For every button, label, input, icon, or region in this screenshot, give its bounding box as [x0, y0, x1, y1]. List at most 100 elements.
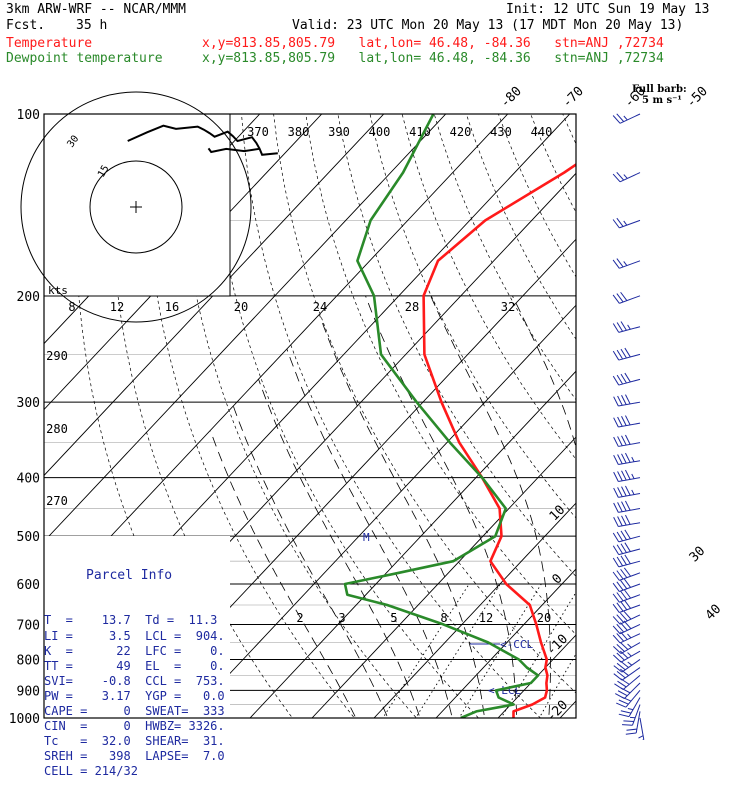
dry-adiabat-line [627, 114, 740, 731]
pressure-tick-label: 600 [17, 578, 40, 593]
hodograph-speed-label: 16 [165, 300, 179, 314]
wind-barb [613, 292, 640, 303]
mixing-ratio-label: 2 [296, 611, 303, 625]
moist-adiabat-line [610, 296, 644, 731]
parcel-info-row: SREH = 398 LAPSE= 7.0 [44, 749, 230, 764]
hodograph-speed-label: 28 [405, 300, 419, 314]
parcel-info-row: K = 22 LFC = 0. [44, 644, 230, 659]
moist-adiabat-line [211, 431, 362, 731]
theta-label: 440 [531, 125, 553, 139]
isotherm-line [250, 114, 740, 718]
pressure-tick-label: 900 [17, 684, 40, 699]
theta-label: 380 [288, 125, 310, 139]
wind-barb [613, 611, 640, 624]
moist-adiabat-line [234, 407, 394, 731]
isotherm-label: 30 [687, 544, 709, 566]
theta-label: 390 [328, 125, 350, 139]
isotherm-label: -80 [498, 84, 525, 111]
moist-adiabat-line [259, 379, 424, 730]
mixing-ratio-line [532, 584, 617, 731]
wind-barb [613, 621, 640, 634]
parcel-info-row: LI = 3.5 LCL = 904. [44, 629, 230, 644]
theta-label: 400 [369, 125, 391, 139]
wind-barb [614, 416, 640, 427]
dry-adiabat-line [723, 114, 740, 731]
hodograph-speed-label: 32 [501, 300, 515, 314]
dry-adiabat-line [659, 114, 740, 731]
moist-adiabat-line [366, 296, 518, 731]
wind-barb [613, 348, 640, 360]
wind-barb [622, 705, 640, 726]
wind-barb [613, 530, 640, 542]
isotherm-line [560, 114, 740, 718]
wind-barb [613, 218, 640, 228]
isotherm-line [684, 114, 740, 718]
isotherm-label: -50 [684, 84, 711, 111]
pressure-tick-label: 200 [17, 290, 40, 305]
ccl-marker: <-CCL [500, 638, 533, 651]
dry-adiabat-line [402, 114, 740, 731]
parcel-info-row: SVI= -0.8 CCL = 753. [44, 674, 230, 689]
pressure-tick-label: 800 [17, 653, 40, 668]
parcel-info-row: T = 13.7 Td = 11.3 [44, 613, 230, 628]
dry-adiabat-label: 290 [46, 349, 68, 363]
moist-adiabat-line [320, 315, 487, 731]
theta-label: 420 [450, 125, 472, 139]
hodograph-speed-label: 8 [68, 300, 75, 314]
hodograph-speed-label: 12 [110, 300, 124, 314]
mixing-ratio-label: 20 [537, 611, 551, 625]
pressure-tick-label: 300 [17, 396, 40, 411]
pressure-tick-label: 400 [17, 472, 40, 487]
wind-barb [614, 486, 640, 497]
parcel-info-row: Tc = 32.0 SHEAR= 31. [44, 734, 230, 749]
dry-adiabat-line [563, 114, 740, 731]
dry-adiabat-line [306, 114, 680, 731]
isotherm-label: -70 [560, 84, 587, 111]
isotherm-label: 10 [547, 503, 569, 525]
wind-barb [613, 590, 640, 602]
dry-adiabat-line [691, 114, 740, 731]
pressure-tick-label: 1000 [9, 712, 40, 727]
isotherm-label: -20 [544, 698, 571, 725]
pressure-tick-label: 100 [17, 108, 40, 123]
moist-adiabat-line [672, 296, 740, 731]
mixing-ratio-line [582, 584, 664, 731]
wind-barb [613, 373, 640, 385]
hodograph-speed-label: 20 [234, 300, 248, 314]
isotherm-label: -10 [544, 632, 571, 659]
parcel-info-title: Parcel Info [44, 568, 230, 583]
wind-barb [614, 453, 640, 464]
wind-barb [614, 435, 640, 446]
isotherm-line [436, 114, 740, 718]
wind-barb [613, 579, 640, 591]
mixing-ratio-label: 12 [479, 611, 493, 625]
mixing-ratio-label: 5 [390, 611, 397, 625]
isotherm-label: -60 [622, 84, 649, 111]
moist-adiabat-line [287, 349, 455, 731]
parcel-info-row: CIN = 0 HWBZ= 3326. [44, 719, 230, 734]
parcel-info-row: CELL = 214/32 [44, 764, 230, 779]
dry-adiabat-label: 280 [46, 422, 68, 436]
isotherm-label: 40 [703, 602, 725, 624]
parcel-info-row: TT = 49 EL = 0. [44, 659, 230, 674]
wind-barb [613, 632, 640, 643]
temperature-profile-line [424, 114, 651, 718]
wind-barb [614, 515, 640, 526]
wind-barb [614, 501, 640, 512]
isotherm-label: 0 [549, 571, 565, 587]
theta-label: 430 [490, 125, 512, 139]
wind-barb [613, 543, 640, 555]
wind-barb [613, 568, 640, 580]
mixing-ratio-label: 3 [338, 611, 345, 625]
parcel-info-row: CAPE = 0 SWEAT= 333 [44, 704, 230, 719]
wind-barb [614, 470, 640, 481]
pressure-tick-label: 500 [17, 530, 40, 545]
hodograph-speed-label: 24 [313, 300, 327, 314]
wind-barb [613, 259, 640, 269]
mid-level-marker: M [363, 531, 370, 544]
moist-adiabat-line [641, 296, 711, 731]
wind-barb [613, 600, 640, 612]
wind-barb [613, 321, 640, 332]
parcel-info-row: PW = 3.17 YGP = 0.0 [44, 689, 230, 704]
